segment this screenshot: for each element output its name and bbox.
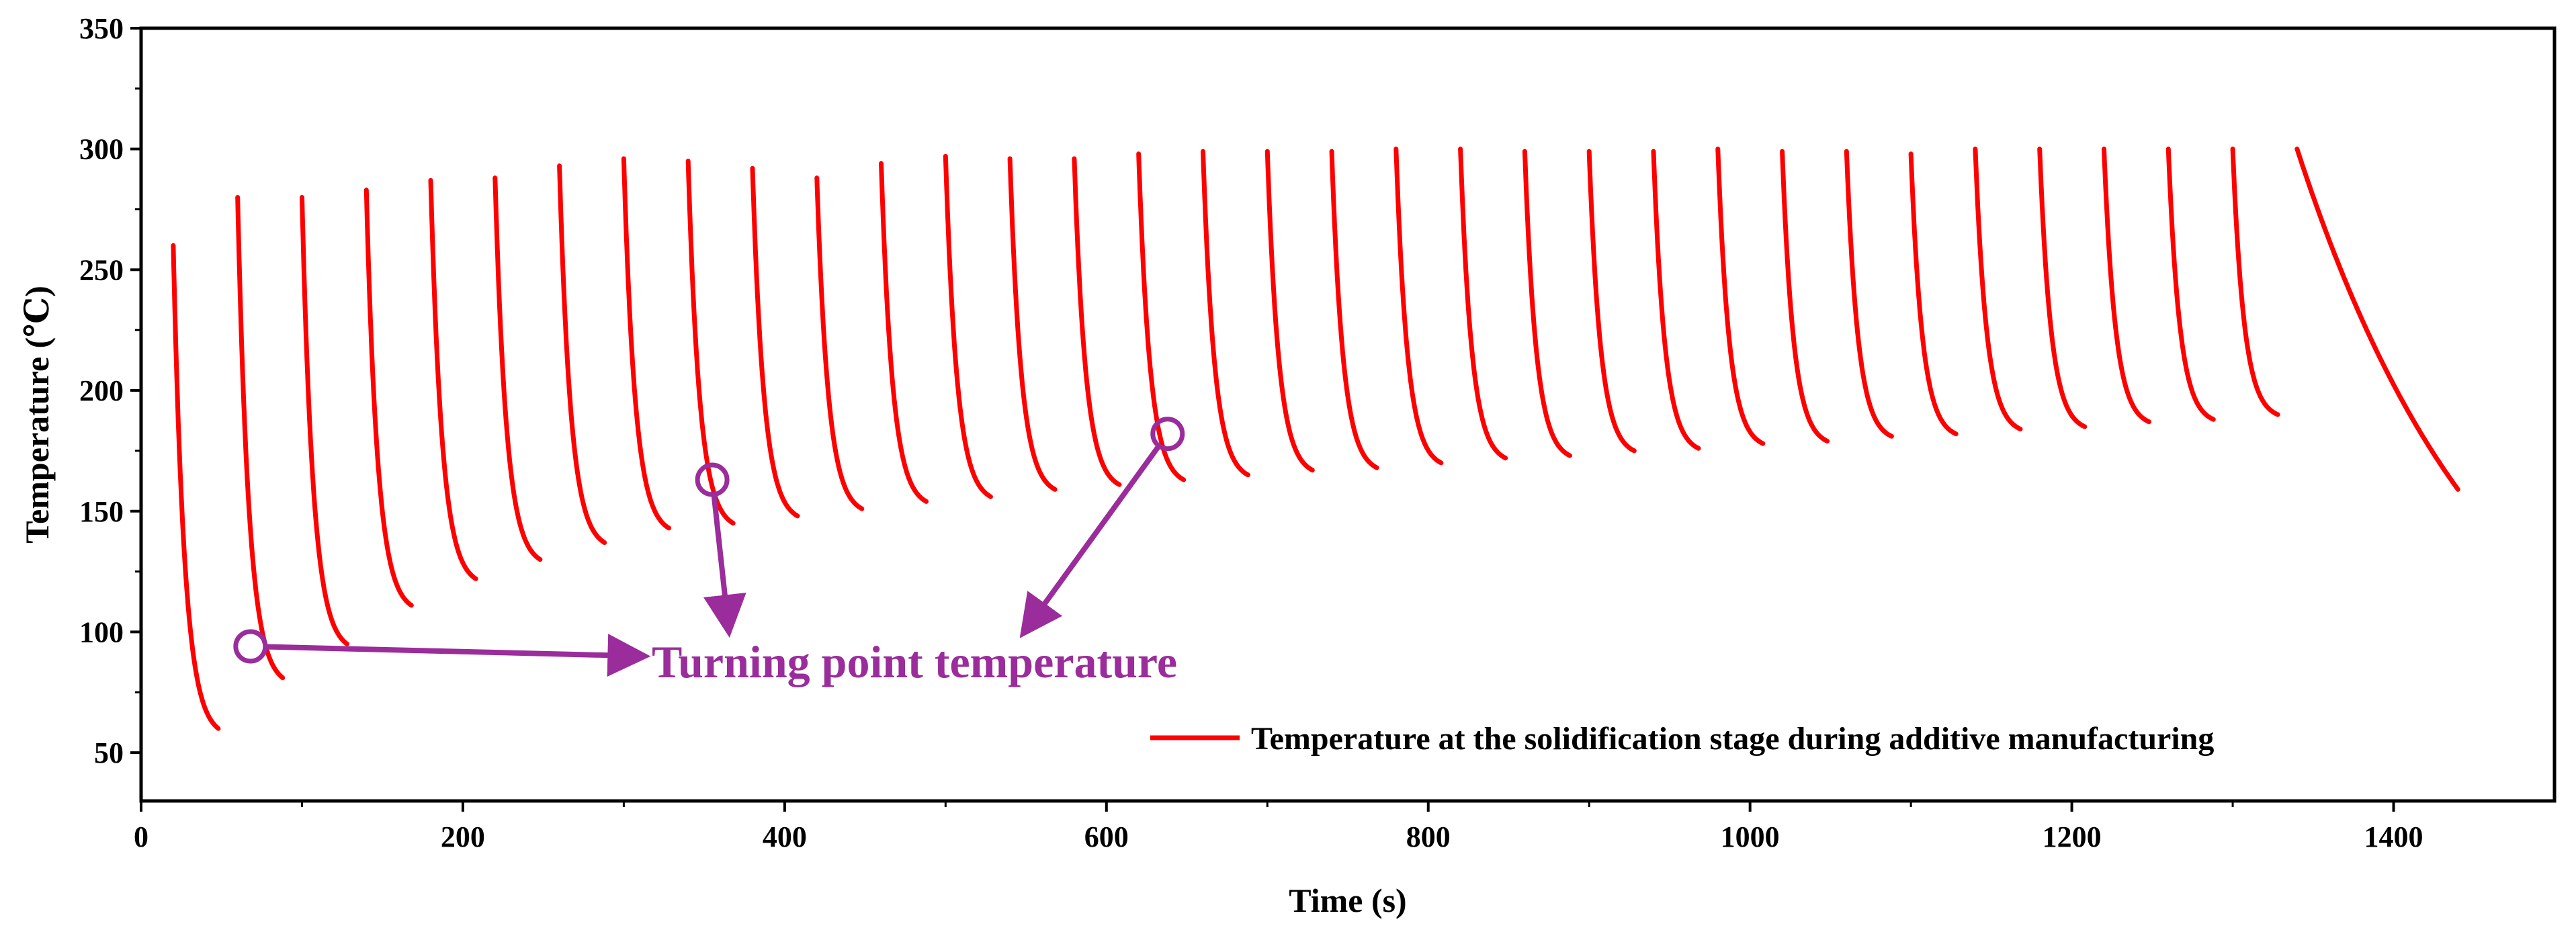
x-tick-label: 200 xyxy=(441,820,485,853)
plot-frame xyxy=(139,26,2557,803)
series-segment xyxy=(1844,148,1894,439)
series-segment xyxy=(1201,148,1250,478)
series-segment xyxy=(2102,146,2151,425)
series-segment xyxy=(1458,146,1508,461)
y-axis-ticks: 50 100 150 200 250 300 350 xyxy=(79,12,141,769)
y-tick-label: 150 xyxy=(79,495,124,528)
series-segment xyxy=(557,163,607,545)
series-segment xyxy=(879,161,929,504)
x-tick-label: 800 xyxy=(1406,820,1451,853)
y-axis-title: Temperature (℃) xyxy=(18,286,56,543)
series-segment xyxy=(1072,156,1122,487)
y-tick-label: 100 xyxy=(79,615,124,648)
series-segment xyxy=(235,195,286,681)
annotation-arrow xyxy=(265,634,651,677)
series-segment xyxy=(621,156,671,531)
series-segment xyxy=(2165,146,2216,422)
x-tick-label: 400 xyxy=(763,820,807,853)
y-tick-label: 250 xyxy=(79,253,124,286)
series-segment xyxy=(2037,146,2088,429)
legend: Temperature at the solidification stage … xyxy=(1150,721,2214,757)
x-axis-ticks: 0 200 400 600 800 1000 1200 1400 xyxy=(134,801,2423,853)
series-segment xyxy=(1780,148,1830,443)
y-tick-label: 200 xyxy=(79,374,124,407)
x-tick-label: 600 xyxy=(1084,820,1129,853)
series-segment xyxy=(1264,148,1315,473)
x-axis-title: Time (s) xyxy=(1289,882,1406,919)
annotation-arrow xyxy=(1019,444,1162,638)
turning-point-marker xyxy=(1150,417,1185,452)
series-segment xyxy=(1973,146,2023,432)
x-tick-label: 1000 xyxy=(1721,820,1780,853)
legend-label: Temperature at the solidification stage … xyxy=(1251,721,2214,757)
series-segment xyxy=(685,159,736,526)
series-segment xyxy=(750,165,800,519)
series-segment xyxy=(2230,146,2280,417)
series-segment xyxy=(1908,151,1959,437)
y-tick-label: 350 xyxy=(79,12,124,45)
series-segment xyxy=(300,195,349,646)
series-segment xyxy=(1329,148,1379,470)
series-segment xyxy=(1715,146,1766,446)
series-segment xyxy=(1586,148,1637,454)
temperature-series xyxy=(171,146,2460,731)
series-segment xyxy=(428,177,478,581)
series-segment xyxy=(1522,148,1572,458)
turning-point-label: Turning point temperature xyxy=(652,636,1177,687)
turning-point-marker xyxy=(695,462,730,497)
y-tick-label: 300 xyxy=(79,133,124,166)
annotation-arrow xyxy=(703,494,746,638)
series-segment xyxy=(492,175,543,562)
series-segment xyxy=(1393,146,1444,466)
turning-point-annotations xyxy=(233,417,1185,677)
y-tick-label: 50 xyxy=(94,736,124,769)
turning-point-marker xyxy=(233,629,268,664)
series-segment xyxy=(2294,146,2460,492)
series-segment xyxy=(1651,148,1701,451)
series-segment xyxy=(814,175,865,511)
x-tick-label: 0 xyxy=(134,820,148,853)
x-tick-label: 1400 xyxy=(2364,820,2423,853)
series-segment xyxy=(1007,156,1058,492)
series-segment xyxy=(363,187,414,608)
series-segment xyxy=(1136,151,1187,482)
series-segment xyxy=(171,243,221,731)
x-tick-label: 1200 xyxy=(2043,820,2102,853)
series-segment xyxy=(943,154,993,499)
